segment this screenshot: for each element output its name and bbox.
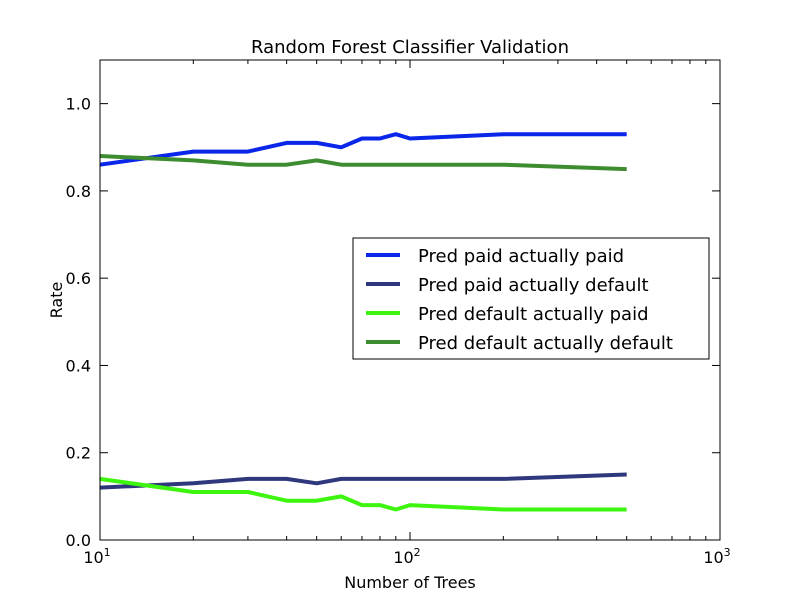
series-line-4	[99, 154, 627, 172]
legend: Pred paid actually paid Pred paid actuall…	[352, 237, 710, 360]
series-line-2	[99, 472, 627, 490]
legend-label-4: Pred default actually default	[418, 333, 673, 354]
y-tick-label: 0.8	[66, 182, 91, 201]
series-line-3	[99, 476, 627, 512]
y-axis-ticks: 0.0 0.2 0.4 0.6 0.8 1.0	[66, 95, 720, 550]
y-tick-label: 0.4	[66, 356, 91, 375]
y-axis-label: Rate	[47, 282, 66, 319]
legend-label-2: Pred paid actually default	[418, 275, 649, 296]
legend-label-1: Pred paid actually paid	[418, 246, 624, 267]
y-tick-label: 0.0	[66, 531, 91, 550]
legend-box	[352, 237, 710, 360]
y-tick-label: 1.0	[66, 95, 91, 114]
y-tick-label: 0.6	[66, 269, 91, 288]
chart-title: Random Forest Classifier Validation	[251, 37, 569, 58]
x-axis-label: Number of Trees	[344, 573, 476, 592]
series-lines	[99, 132, 627, 512]
series-line-1	[99, 132, 627, 167]
legend-label-3: Pred default actually paid	[418, 304, 649, 325]
y-tick-label: 0.2	[66, 444, 91, 463]
